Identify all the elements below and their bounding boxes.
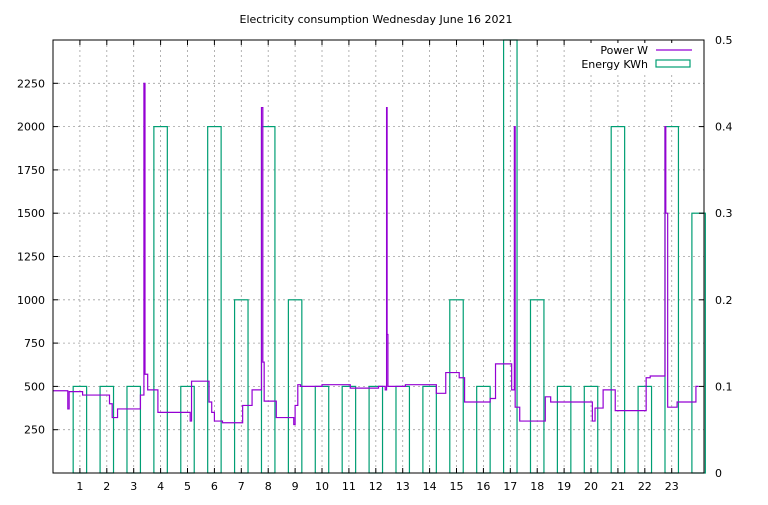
y2-tick-label: 0.5 — [715, 34, 733, 47]
grid-layer — [53, 40, 704, 473]
y2-tick-label: 0 — [715, 467, 722, 480]
x-tick-label: 9 — [292, 480, 299, 493]
x-tick-label: 21 — [611, 480, 625, 493]
y2-tick-label: 0.4 — [715, 121, 733, 134]
x-tick-label: 13 — [396, 480, 410, 493]
x-tick-label: 18 — [530, 480, 544, 493]
y2-tick-label: 0.1 — [715, 380, 733, 393]
y2-tick-label: 0.3 — [715, 207, 733, 220]
x-tick-label: 12 — [369, 480, 383, 493]
y-tick-label: 1000 — [17, 294, 45, 307]
x-tick-label: 22 — [638, 480, 652, 493]
power-line-layer — [53, 82, 699, 426]
x-tick-label: 15 — [450, 480, 464, 493]
x-tick-label: 10 — [315, 480, 329, 493]
x-tick-label: 20 — [584, 480, 598, 493]
x-tick-label: 14 — [423, 480, 437, 493]
y-tick-label: 1500 — [17, 207, 45, 220]
y-tick-label: 250 — [24, 424, 45, 437]
legend-background — [575, 43, 700, 73]
x-tick-label: 3 — [130, 480, 137, 493]
power-series-line — [53, 82, 699, 426]
y-tick-label: 750 — [24, 337, 45, 350]
legend-label-power: Power W — [600, 44, 648, 57]
x-tick-label: 16 — [476, 480, 490, 493]
x-tick-label: 5 — [184, 480, 191, 493]
chart-title: Electricity consumption Wednesday June 1… — [240, 13, 513, 26]
x-tick-label: 6 — [211, 480, 218, 493]
x-tick-label: 8 — [265, 480, 272, 493]
x-tick-label: 17 — [503, 480, 517, 493]
x-tick-label: 7 — [238, 480, 245, 493]
x-tick-label: 2 — [103, 480, 110, 493]
x-tick-label: 4 — [157, 480, 164, 493]
x-tick-label: 23 — [665, 480, 679, 493]
legend-label-energy: Energy KWh — [581, 58, 648, 71]
ticks-layer: 1 2 3 4 5 6 7 8 9 10 11 12 13 14 15 16 17 18 19 20 21 22 23250… — [17, 34, 733, 493]
y-tick-label: 500 — [24, 380, 45, 393]
y-tick-label: 1750 — [17, 164, 45, 177]
y2-tick-label: 0.2 — [715, 294, 733, 307]
x-tick-label: 11 — [342, 480, 356, 493]
y-tick-label: 1250 — [17, 251, 45, 264]
legend-swatch-energy — [655, 59, 691, 68]
y-tick-label: 2250 — [17, 77, 45, 90]
x-tick-label: 1 — [76, 480, 83, 493]
y-tick-label: 2000 — [17, 121, 45, 134]
legend: Power W Energy KWh — [575, 43, 700, 73]
x-tick-label: 19 — [557, 480, 571, 493]
